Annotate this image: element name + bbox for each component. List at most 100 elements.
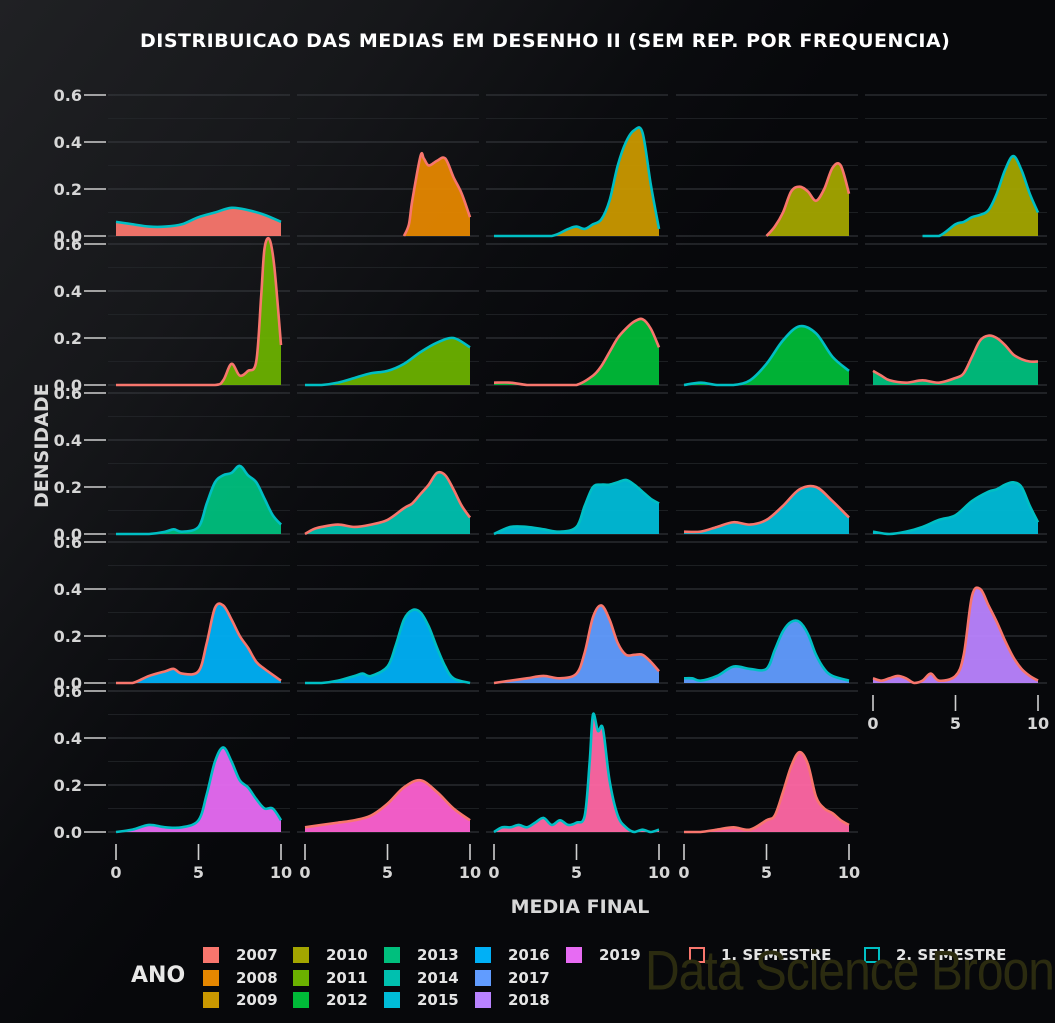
x-tick-label: 0 <box>488 863 499 882</box>
legend-item-2010: 2010 <box>293 945 368 965</box>
density-area <box>494 479 659 534</box>
facet-panel <box>108 236 290 387</box>
facet-panel <box>865 243 1047 386</box>
legend-swatch <box>203 970 219 986</box>
density-line <box>683 619 850 682</box>
density-area <box>404 153 470 236</box>
density-line <box>493 604 660 685</box>
legend-item-2008: 2008 <box>203 968 278 988</box>
facet-panel <box>676 392 858 535</box>
density-line <box>493 478 660 536</box>
x-tick-label: 0 <box>110 863 121 882</box>
legend-title: ANO <box>131 963 186 988</box>
density-line <box>116 236 283 387</box>
legend-label: 2007 <box>236 946 278 964</box>
density-area <box>116 207 281 236</box>
density-line <box>683 750 850 834</box>
density-line <box>115 206 282 229</box>
facet-panel <box>486 690 668 834</box>
legend-swatch <box>475 992 491 1008</box>
density-area <box>305 780 470 832</box>
density-area <box>305 609 470 683</box>
density-line <box>304 470 472 536</box>
y-tick-label: 0.6 <box>54 86 82 105</box>
legend-label: 2. SEMESTRE <box>896 946 1007 964</box>
legend-label: 2016 <box>508 946 550 964</box>
y-tick-label: 0.2 <box>54 329 82 348</box>
density-area <box>494 318 659 385</box>
facet-panel <box>865 541 1047 685</box>
density-area <box>684 486 849 534</box>
legend-label: 2008 <box>236 969 278 987</box>
density-line <box>683 324 850 387</box>
facet-panel <box>108 392 290 536</box>
facet-panel <box>297 94 479 237</box>
x-tick-label: 10 <box>838 863 860 882</box>
legend-item-2016: 2016 <box>475 945 550 965</box>
facet-panel <box>297 541 479 685</box>
facet-panel <box>486 94 668 238</box>
legend-swatch <box>293 970 309 986</box>
density-line <box>115 602 282 685</box>
y-tick-label: 0.0 <box>54 376 82 395</box>
legend-swatch <box>384 947 400 963</box>
legend-label: 2009 <box>236 991 278 1009</box>
y-tick-label: 0.6 <box>54 682 82 701</box>
density-line <box>765 162 851 237</box>
legend-item-2014: 2014 <box>384 968 459 988</box>
legend-item-2007: 2007 <box>203 945 278 965</box>
legend-item-2017: 2017 <box>475 968 550 988</box>
density-line <box>872 480 1040 536</box>
density-area <box>494 127 659 236</box>
legend-swatch <box>203 992 219 1008</box>
facet-panel <box>486 392 668 536</box>
chart-title: DISTRIBUICAO DAS MEDIAS EM DESENHO II (S… <box>140 30 951 52</box>
density-area <box>305 472 470 534</box>
density-area <box>494 605 659 683</box>
y-tick-label: 0.0 <box>54 227 82 246</box>
x-tick-label: 5 <box>571 863 582 882</box>
density-line <box>304 608 471 685</box>
legend-label: 2012 <box>326 991 368 1009</box>
y-tick-label: 0.2 <box>54 478 82 497</box>
density-line <box>683 484 850 534</box>
x-tick-label: 10 <box>270 863 292 882</box>
density-line <box>115 464 282 536</box>
facet-panel <box>108 94 290 237</box>
legend-label: 2014 <box>417 969 459 987</box>
density-area <box>922 156 1038 236</box>
density-area <box>873 335 1038 385</box>
y-tick-label: 0.2 <box>54 180 82 199</box>
density-line <box>872 334 1039 384</box>
facet-panel <box>865 392 1047 536</box>
legend-label: 2019 <box>599 946 641 964</box>
density-area <box>116 465 281 534</box>
density-line <box>115 746 283 834</box>
facet-panel <box>676 94 858 237</box>
density-area <box>684 620 849 683</box>
x-tick-label: 5 <box>761 863 772 882</box>
facet-panel <box>486 243 668 387</box>
legend-label: 2015 <box>417 991 459 1009</box>
legend-item-2018: 2018 <box>475 990 550 1010</box>
x-tick-label: 0 <box>867 714 878 733</box>
legend-label: 2011 <box>326 969 368 987</box>
density-area <box>116 603 281 683</box>
density-area <box>766 163 849 236</box>
y-tick-label: 0.6 <box>54 235 82 254</box>
density-line <box>922 154 1040 238</box>
x-tick-label: 5 <box>193 863 204 882</box>
density-area <box>684 752 849 832</box>
facet-panel <box>865 94 1047 238</box>
legend-item-semester-1: 1. SEMESTRE <box>689 945 831 965</box>
facet-panel <box>676 541 858 684</box>
legend-swatch <box>384 970 400 986</box>
x-tick-label: 10 <box>648 863 670 882</box>
y-tick-label: 0.4 <box>54 282 82 301</box>
y-tick-label: 0.0 <box>54 525 82 544</box>
facet-panel <box>297 243 479 387</box>
legend-swatch <box>384 992 400 1008</box>
x-tick-label: 5 <box>950 714 961 733</box>
density-area <box>305 337 470 385</box>
